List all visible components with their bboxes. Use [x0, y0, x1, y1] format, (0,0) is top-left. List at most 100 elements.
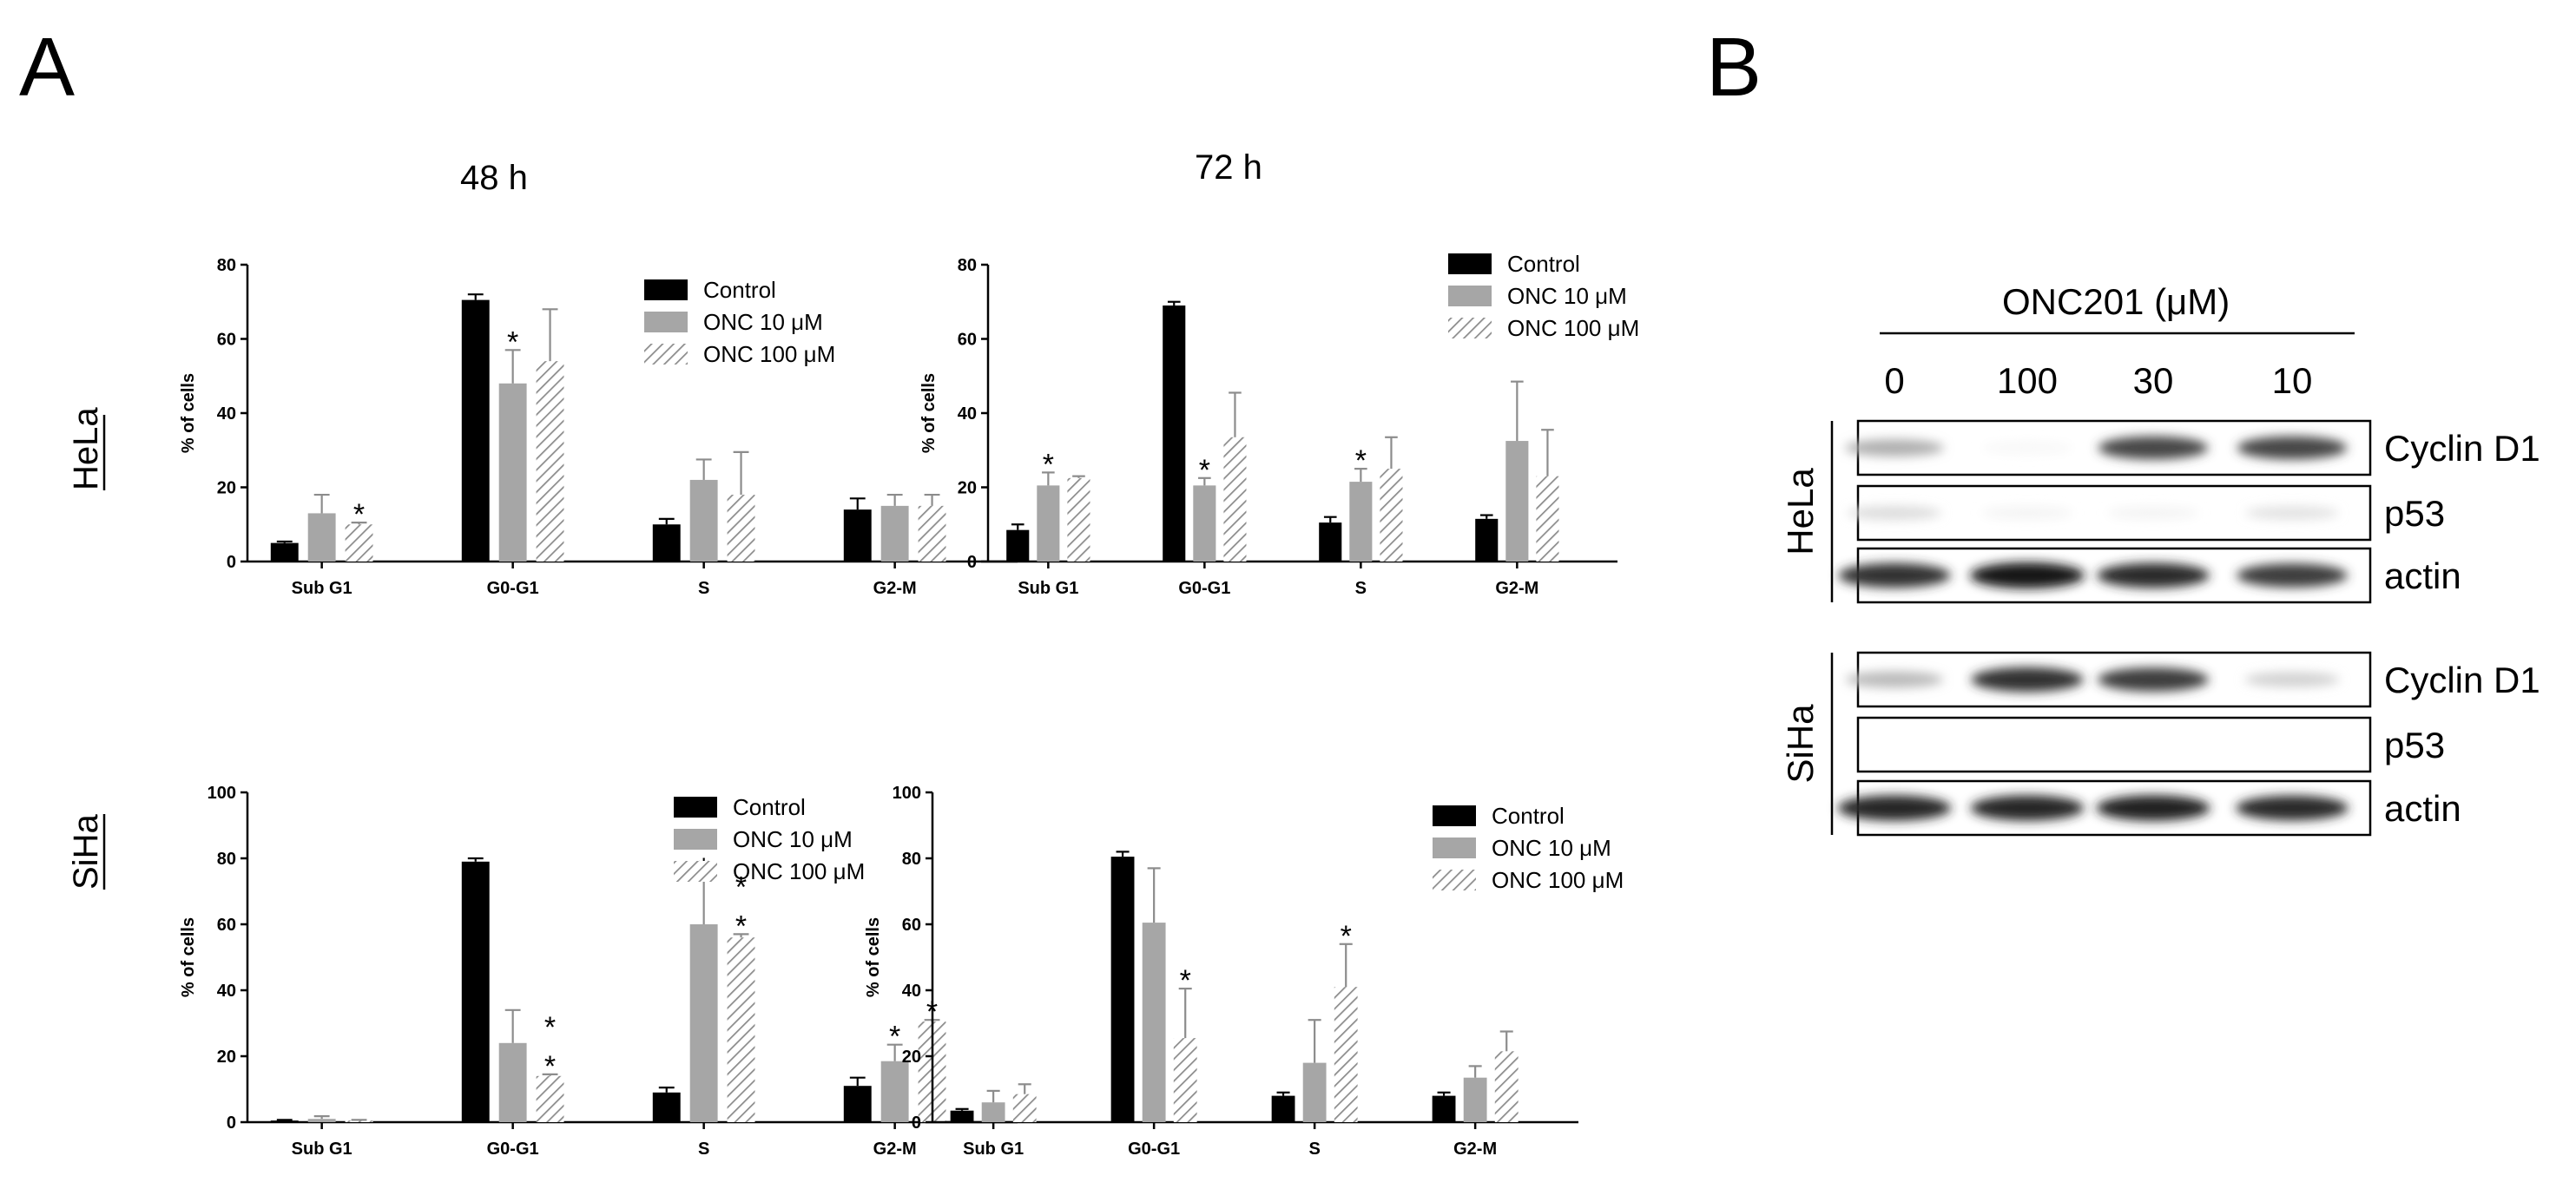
- significance-star: *: [735, 910, 747, 943]
- bar: [345, 1120, 373, 1122]
- row-label-hela: HeLa: [67, 407, 105, 490]
- bar: [461, 299, 490, 562]
- bar: [1334, 987, 1358, 1122]
- legend-label: ONC 100 μM: [703, 341, 835, 367]
- bar: [461, 861, 490, 1122]
- legend-swatch: [674, 861, 717, 882]
- row-label-siha-group: SiHa: [67, 814, 106, 890]
- legend-label: ONC 100 μM: [733, 858, 865, 884]
- x-tick-label: Sub G1: [292, 1140, 352, 1159]
- y-tick-label: 60: [958, 331, 977, 350]
- bar: [1475, 518, 1499, 562]
- blot-band: [2098, 436, 2209, 460]
- y-tick-label: 40: [217, 982, 236, 1001]
- blot-title: ONC201 (μM): [2002, 281, 2230, 322]
- bar: [1163, 305, 1186, 562]
- blot-band: [1845, 671, 1944, 688]
- bar: [981, 1102, 1005, 1122]
- y-tick-label: 100: [208, 784, 236, 803]
- x-tick-label: G2-M: [873, 579, 917, 598]
- bar: [1505, 441, 1529, 562]
- chart-siha-72h: 0 20 40 60 80 100 % of cells Sub G1 G0-G1 S G2-M * *…: [864, 784, 1624, 1159]
- bar: [270, 1120, 299, 1122]
- y-tick-label: 20: [217, 1048, 236, 1067]
- bar: [1319, 522, 1342, 562]
- bar: [689, 479, 718, 562]
- bar: [498, 1042, 527, 1122]
- legend-label: ONC 10 μM: [703, 309, 823, 335]
- legend-swatch: [644, 279, 688, 300]
- blot-strip-label: p53: [2384, 493, 2445, 534]
- y-axis-label: % of cells: [179, 373, 198, 453]
- group-label: HeLa: [1780, 468, 1821, 555]
- legend-swatch: [674, 829, 717, 850]
- lane-label: 100: [1997, 360, 2058, 401]
- x-tick-label: G2-M: [1453, 1140, 1497, 1159]
- bar: [1173, 1038, 1197, 1122]
- legend-label: ONC 100 μM: [1492, 867, 1624, 893]
- x-tick-label: S: [1355, 579, 1367, 598]
- blot-band: [2107, 506, 2199, 520]
- legend-swatch: [1433, 870, 1476, 890]
- blot-strip-label: Cyclin D1: [2384, 428, 2540, 469]
- y-tick-label: 100: [893, 784, 921, 803]
- y-axis-label: % of cells: [864, 917, 883, 997]
- significance-star: *: [544, 1011, 556, 1044]
- legend-swatch: [644, 312, 688, 332]
- significance-star: *: [353, 498, 365, 531]
- bar: [880, 505, 909, 562]
- significance-star: *: [1355, 444, 1367, 477]
- bar: [498, 383, 527, 562]
- legend-label: ONC 10 μM: [733, 826, 853, 852]
- y-tick-label: 20: [217, 479, 236, 498]
- bar: [1067, 477, 1090, 562]
- blot-strip: Cyclin D1: [1845, 651, 2540, 708]
- significance-star: *: [889, 1021, 900, 1054]
- blot-strip-label: Cyclin D1: [2384, 660, 2540, 700]
- bar: [345, 524, 373, 562]
- y-tick-label: 0: [227, 1113, 236, 1133]
- x-tick-label: G2-M: [873, 1140, 917, 1159]
- blot-strip-label: actin: [2384, 788, 2461, 829]
- bar: [727, 495, 755, 562]
- bar: [843, 509, 872, 562]
- bar: [689, 924, 718, 1122]
- blot-band: [1971, 667, 2084, 693]
- legend-label: Control: [733, 794, 806, 820]
- x-tick-label: Sub G1: [1018, 579, 1078, 598]
- blot-band: [1981, 441, 2073, 455]
- blot-band: [1838, 562, 1951, 588]
- bar: [1349, 482, 1373, 562]
- bar: [652, 1092, 681, 1122]
- bar: [536, 361, 564, 562]
- blot-strip-label: p53: [2384, 725, 2445, 765]
- y-tick-label: 0: [227, 553, 236, 572]
- blot-band: [1970, 562, 2085, 588]
- y-tick-label: 60: [217, 916, 236, 935]
- blot-band: [2237, 563, 2348, 588]
- bar: [1193, 485, 1216, 562]
- time-label-72h: 72 h: [1195, 148, 1262, 187]
- blot-band: [1837, 795, 1952, 821]
- significance-star: *: [1341, 920, 1352, 953]
- legend-label: Control: [1492, 803, 1565, 829]
- legend-label: ONC 100 μM: [1507, 315, 1639, 341]
- blot-strip: Cyclin D1: [1845, 419, 2540, 476]
- blot-band: [2244, 672, 2340, 687]
- y-tick-label: 40: [958, 404, 977, 424]
- legend-swatch: [1448, 253, 1492, 274]
- legend-swatch: [674, 797, 717, 818]
- x-tick-label: G0-G1: [487, 1140, 539, 1159]
- legend-label: Control: [703, 277, 776, 303]
- x-tick-label: G0-G1: [487, 579, 539, 598]
- lane-label: 10: [2272, 360, 2313, 401]
- chart-siha-48h: 0 20 40 60 80 100 % of cells Sub G1 G0-G1 S G2-M * *…: [179, 784, 1018, 1159]
- group-label: SiHa: [1780, 704, 1821, 784]
- legend-swatch: [1448, 318, 1492, 338]
- legend-swatch: [1433, 805, 1476, 826]
- significance-star: *: [1043, 448, 1054, 481]
- panel-label-b: B: [1706, 21, 1762, 114]
- y-tick-label: 40: [902, 982, 921, 1001]
- row-label-siha: SiHa: [67, 814, 105, 890]
